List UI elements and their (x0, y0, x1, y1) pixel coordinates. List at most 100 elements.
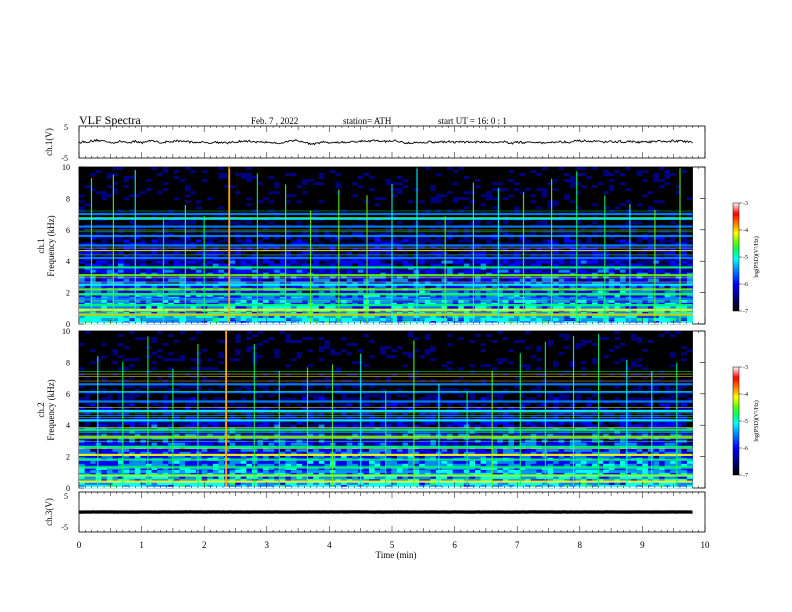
spectrogram-cell (653, 281, 660, 286)
spectrogram-cell (408, 242, 414, 246)
spectrogram-cell (369, 200, 375, 204)
spectrogram-cell (357, 203, 364, 207)
spectrogram-cell (196, 293, 203, 298)
spectrogram-cell (90, 194, 97, 198)
spectrogram-cell (592, 257, 599, 261)
spectrogram-cell (603, 278, 610, 283)
spectrogram-cell (491, 173, 498, 177)
spectrogram-cell (374, 227, 381, 231)
spectrogram-cell (670, 284, 677, 289)
spectrogram-cell (162, 200, 169, 204)
spectrogram-cell (597, 200, 604, 204)
spectrogram-cell (486, 239, 493, 243)
spectrogram-cell (296, 281, 303, 286)
spectrogram-cell (592, 215, 599, 219)
spectrogram-cell (597, 236, 604, 240)
spectrogram-cell (419, 191, 426, 195)
spectrogram-cell (391, 293, 398, 298)
spectrogram-cell (575, 194, 582, 198)
spectrogram-cell (118, 281, 124, 286)
spectrogram-cell (430, 242, 437, 246)
spectrogram-cell (502, 284, 509, 289)
spectrogram-cell (519, 227, 526, 231)
spectrogram-cell (525, 254, 532, 258)
spectrogram-cell (452, 284, 459, 289)
spectrogram-cell (497, 185, 504, 189)
spectrogram-cell (352, 239, 359, 243)
spectrogram-cell (274, 179, 281, 183)
spectrogram-cell (396, 206, 403, 210)
spectrogram-cell (212, 269, 219, 274)
spectrogram-cell (380, 188, 387, 192)
spectrogram-cell (569, 263, 576, 267)
spectrogram-cell (101, 185, 108, 189)
spectrogram-cell (346, 254, 353, 258)
spectrogram-cell (564, 185, 571, 189)
spectrogram-cell (558, 167, 565, 171)
spectrogram-cell (597, 191, 604, 195)
spectrogram-cell (263, 170, 269, 174)
spectrogram-cell (369, 251, 375, 255)
spectrogram-cell (469, 191, 476, 195)
spectrogram-cell (385, 200, 392, 204)
spectrogram-cell (313, 260, 320, 264)
spectrogram-cell (424, 284, 431, 289)
spectrogram-cell (452, 263, 459, 267)
spectrogram-cell (625, 263, 632, 267)
spectrogram-cell (631, 185, 638, 189)
spectrogram-cell (402, 245, 409, 249)
spectrogram-cell (547, 215, 554, 219)
spectrogram-cell (374, 185, 381, 189)
spectrogram-cell (664, 260, 671, 264)
spectrogram-cell (475, 269, 481, 274)
spectrogram-cell (569, 269, 576, 274)
spectrogram-cell (185, 191, 191, 195)
spectrogram-cell (229, 293, 236, 298)
spectrogram-cell (441, 290, 448, 295)
spectrogram-cell (408, 194, 414, 198)
spectrogram-cell (402, 281, 409, 286)
spectrogram-cell (408, 182, 414, 186)
spectrogram-cell (620, 200, 626, 204)
spectrogram-cell (296, 176, 303, 180)
spectrogram-cell (123, 170, 130, 174)
station-label: station= ATH (343, 116, 392, 126)
spectrogram-cell (279, 167, 286, 171)
spectrogram-cell (675, 236, 682, 240)
spectrogram-cell (441, 293, 448, 298)
spectrogram-cell (664, 278, 671, 283)
spectrogram-cell (592, 242, 599, 246)
spectrogram-cell (675, 239, 682, 243)
spectrogram-cell (664, 179, 671, 183)
spectrogram-cell (664, 281, 671, 286)
spectrogram-cell (185, 227, 191, 231)
spectrogram-cell (151, 215, 158, 219)
spectrogram-cell (631, 260, 638, 264)
spectrogram-cell (653, 242, 660, 246)
spectrogram-cell (664, 236, 671, 240)
spectrogram-cell (201, 203, 208, 207)
spectrogram-cell (435, 239, 442, 243)
spectrogram-cell (369, 260, 375, 264)
spectrogram-cell (435, 278, 442, 283)
spectrogram-cell (374, 284, 381, 289)
spectrogram-cell (675, 197, 682, 201)
spectrogram-cell (218, 281, 225, 286)
spectrogram-cell (519, 191, 526, 195)
spectrogram-cell (452, 293, 459, 298)
spectrogram-cell (659, 176, 665, 180)
spectrogram-cell (569, 242, 576, 246)
spectrogram-cell (106, 188, 113, 192)
spectrogram-cell (608, 254, 615, 258)
spectrogram-cell (525, 167, 532, 171)
spectrogram-cell (134, 173, 141, 177)
spectrogram-cell (385, 236, 392, 240)
spectrogram-cell (173, 173, 180, 177)
spectrogram-cell (608, 191, 615, 195)
spectrogram-cell (586, 254, 593, 258)
spectrogram-cell (497, 227, 504, 231)
spectrogram-cell (341, 185, 348, 189)
spectrogram-cell (330, 218, 336, 222)
spectrogram-cell (497, 203, 504, 207)
spectrogram-cell (553, 176, 560, 180)
